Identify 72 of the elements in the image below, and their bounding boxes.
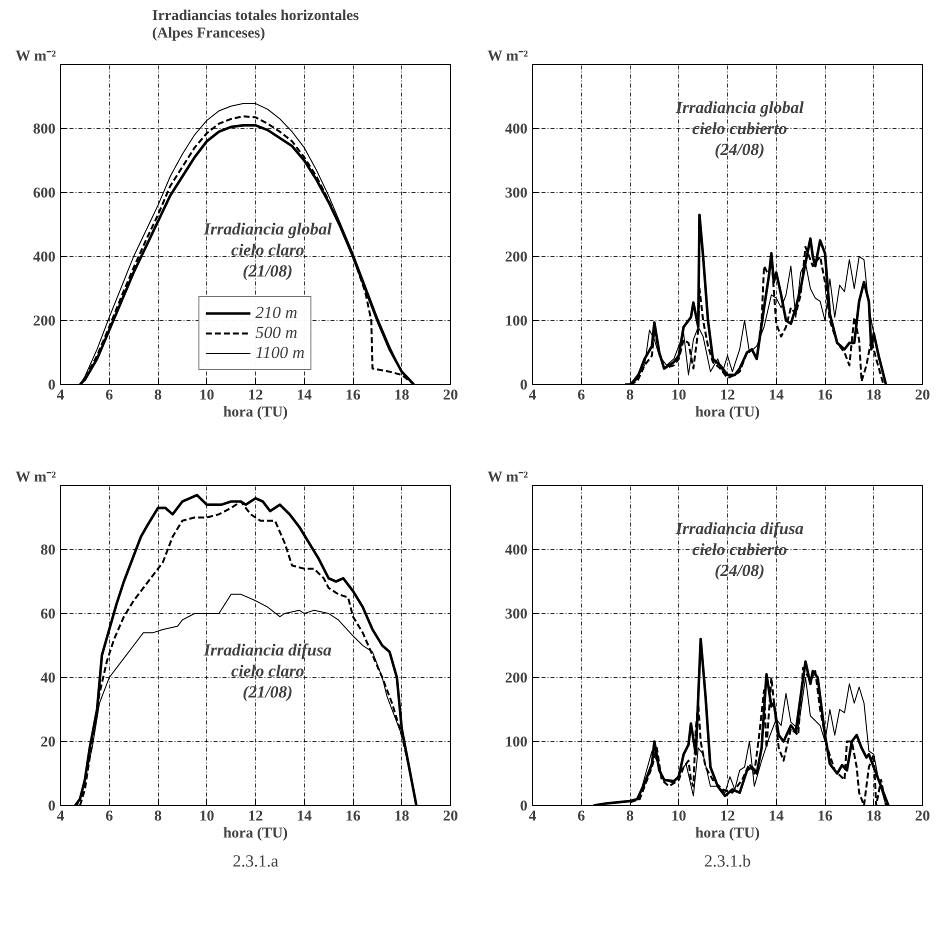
annotation: Irradiancia global cielo claro (21/08) <box>202 220 332 280</box>
legend-label: 1100 m <box>255 343 305 363</box>
x-tick-label: 20 <box>915 388 930 404</box>
x-tick-label: 20 <box>443 388 458 404</box>
chart-title: Irradiancias totales horizontales (Alpes Franceses) <box>152 8 359 42</box>
x-tick-label: 14 <box>768 388 784 404</box>
text: 2.3.1.b <box>704 852 751 870</box>
y-tick-label: 0 <box>520 798 528 814</box>
x-tick-label: 4 <box>56 388 65 404</box>
x-tick-label: 10 <box>671 808 686 824</box>
x-tick-label: 4 <box>56 808 65 824</box>
x-tick-label: 6 <box>106 388 114 404</box>
x-tick-label: 18 <box>866 388 882 404</box>
y-tick-label: 200 <box>505 250 528 266</box>
x-axis-title: hora (TU) <box>223 404 288 420</box>
x-tick-label: 12 <box>720 388 735 404</box>
y-tick-label: 0 <box>520 378 528 394</box>
y-tick-label: 300 <box>505 606 528 622</box>
y-tick-label: 60 <box>40 606 56 622</box>
x-axis-title: hora (TU) <box>695 826 760 842</box>
y-tick-label: 400 <box>505 122 528 138</box>
x-tick-label: 4 <box>528 808 537 824</box>
x-tick-label: 18 <box>394 388 410 404</box>
y-tick-label: 100 <box>505 734 528 750</box>
text: 2.3.1.a <box>232 852 279 870</box>
x-tick-label: 16 <box>346 388 361 404</box>
y-tick-label: 80 <box>40 542 56 558</box>
y-axis-title: W m⁻² <box>488 470 528 486</box>
x-tick-label: 6 <box>578 808 586 824</box>
x-tick-label: 4 <box>528 388 537 404</box>
x-tick-label: 10 <box>199 388 214 404</box>
x-tick-label: 12 <box>248 808 263 824</box>
x-axis-title: hora (TU) <box>695 404 760 420</box>
annotation: Irradiancia difusa cielo claro (21/08) <box>202 640 332 702</box>
y-tick-label: 800 <box>33 122 56 138</box>
x-tick-label: 10 <box>671 388 686 404</box>
y-tick-label: 0 <box>48 378 56 394</box>
y-tick-label: 200 <box>505 670 528 686</box>
x-tick-label: 18 <box>394 808 410 824</box>
y-tick-label: 0 <box>48 798 56 814</box>
y-tick-label: 600 <box>33 186 56 202</box>
x-tick-label: 16 <box>818 808 833 824</box>
x-tick-label: 6 <box>578 388 586 404</box>
y-tick-label: 100 <box>505 314 528 330</box>
x-tick-label: 12 <box>248 388 263 404</box>
x-tick-label: 10 <box>199 808 214 824</box>
y-tick-label: 400 <box>33 250 56 266</box>
y-axis-title: W m⁻² <box>16 48 56 64</box>
y-axis-title: W m⁻² <box>488 48 528 64</box>
y-tick-label: 200 <box>33 314 56 330</box>
legend-label: 500 m <box>255 323 298 343</box>
x-tick-label: 20 <box>443 808 458 824</box>
x-axis-title: hora (TU) <box>223 826 288 842</box>
x-tick-label: 8 <box>154 388 162 404</box>
x-tick-label: 6 <box>106 808 114 824</box>
y-tick-label: 300 <box>505 186 528 202</box>
x-tick-label: 18 <box>866 808 882 824</box>
y-tick-label: 20 <box>40 734 56 750</box>
y-tick-label: 40 <box>40 670 56 686</box>
x-tick-label: 14 <box>296 388 312 404</box>
x-tick-label: 16 <box>346 808 361 824</box>
x-tick-label: 8 <box>626 808 634 824</box>
x-tick-label: 8 <box>154 808 162 824</box>
legend-label: 210 m <box>255 303 298 323</box>
x-tick-label: 14 <box>296 808 312 824</box>
y-axis-title: W m⁻² <box>16 470 56 486</box>
x-tick-label: 12 <box>720 808 735 824</box>
x-tick-label: 8 <box>626 388 634 404</box>
x-tick-label: 14 <box>768 808 784 824</box>
x-tick-label: 16 <box>818 388 833 404</box>
y-tick-label: 400 <box>505 542 528 558</box>
x-tick-label: 20 <box>915 808 930 824</box>
